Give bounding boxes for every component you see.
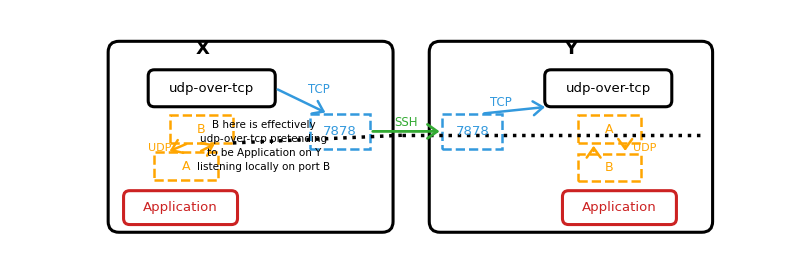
Text: Y: Y: [564, 40, 578, 58]
Bar: [310, 114, 370, 149]
FancyBboxPatch shape: [148, 70, 275, 107]
FancyBboxPatch shape: [430, 41, 713, 232]
Text: UDP: UDP: [148, 143, 172, 153]
Bar: [442, 114, 502, 149]
FancyBboxPatch shape: [123, 191, 238, 225]
FancyBboxPatch shape: [108, 41, 393, 232]
Bar: [578, 115, 641, 143]
Text: UDP: UDP: [633, 143, 657, 153]
Bar: [154, 152, 218, 180]
Text: TCP: TCP: [308, 83, 330, 96]
Text: B: B: [605, 161, 614, 174]
FancyBboxPatch shape: [545, 70, 672, 107]
Text: udp-over-tcp: udp-over-tcp: [566, 82, 651, 95]
Text: 7878: 7878: [323, 125, 357, 138]
Text: Application: Application: [582, 201, 657, 214]
Text: TCP: TCP: [490, 96, 511, 109]
Text: SSH: SSH: [394, 116, 418, 129]
Text: B: B: [197, 123, 206, 136]
Text: A: A: [182, 160, 190, 172]
Text: 7878: 7878: [455, 125, 490, 138]
Text: Application: Application: [143, 201, 218, 214]
FancyBboxPatch shape: [562, 191, 677, 225]
Bar: [578, 154, 641, 181]
Text: A: A: [605, 123, 614, 136]
Bar: [170, 115, 233, 143]
Text: udp-over-tcp: udp-over-tcp: [169, 82, 254, 95]
Text: B here is effectively
udp-over-tcp pretending
to be Application on Y
listening l: B here is effectively udp-over-tcp prete…: [197, 120, 330, 172]
Text: X: X: [195, 40, 209, 58]
